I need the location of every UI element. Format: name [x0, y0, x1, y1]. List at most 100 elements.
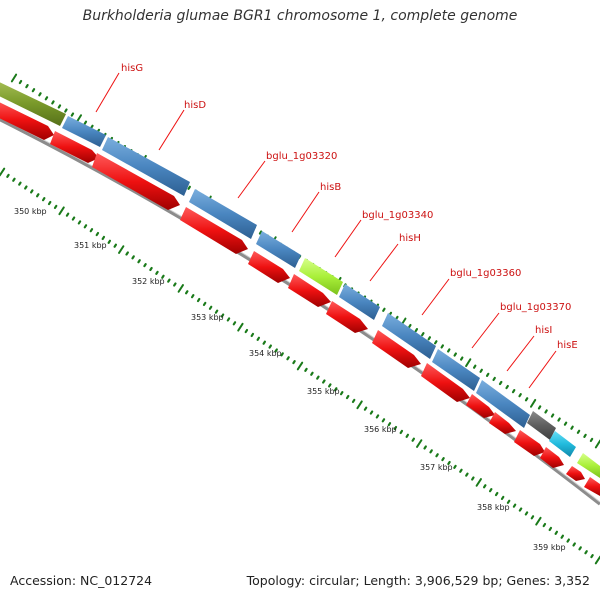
minor-tick [498, 380, 503, 386]
cds-arrow [92, 153, 180, 210]
cds-arrow [288, 274, 331, 307]
accession-text: Accession: NC_012724 [10, 573, 153, 588]
minor-tick [24, 185, 28, 190]
minor-tick [421, 332, 425, 337]
gene-label-bglu-1g03360[interactable]: bglu_1g03360 [450, 268, 521, 279]
minor-tick [435, 453, 439, 458]
minor-tick [18, 79, 23, 85]
gene-callout-lines [95, 72, 557, 389]
minor-tick [131, 255, 135, 260]
gene-label-hisD[interactable]: hisD [184, 100, 206, 111]
gene-labels: hisG hisD bglu_1g03320 hisB bglu_1g03340… [121, 63, 578, 351]
cds-arrow [0, 102, 54, 140]
kbp-label: 350 kbp [14, 207, 47, 216]
gene-label-hisG[interactable]: hisG [121, 63, 143, 74]
minor-tick [408, 323, 412, 329]
minor-tick [590, 554, 594, 559]
minor-tick [488, 488, 493, 493]
minor-tick [560, 534, 564, 539]
cds-arrow [248, 251, 290, 283]
minor-tick [268, 344, 272, 349]
minor-tick [137, 259, 141, 264]
gene-lime-2 [577, 453, 600, 478]
minor-tick [530, 515, 535, 520]
minor-tick [244, 328, 249, 334]
minor-tick [570, 425, 574, 430]
minor-tick [447, 460, 451, 466]
gene-label-bglu-1g03320[interactable]: bglu_1g03320 [266, 151, 337, 162]
minor-tick [584, 550, 588, 555]
minor-tick [471, 476, 475, 481]
major-tick [475, 478, 482, 487]
kbp-label: 353 kbp [191, 313, 224, 322]
minor-tick [256, 336, 261, 341]
minor-tick [345, 394, 350, 400]
minor-tick [566, 538, 570, 543]
minor-tick [250, 332, 255, 338]
minor-tick [107, 239, 112, 244]
cds-arrow [326, 301, 368, 333]
minor-tick [492, 376, 496, 382]
minor-tick [30, 189, 34, 194]
minor-tick [328, 383, 332, 388]
cds-track [0, 102, 600, 496]
minor-tick [395, 315, 399, 321]
minor-tick [524, 397, 529, 402]
minor-tick [77, 220, 82, 225]
minor-tick [83, 120, 88, 125]
minor-tick [258, 230, 263, 235]
gene-hisI-blue [476, 380, 530, 428]
gene-hisE-gray [527, 411, 556, 440]
minor-tick [70, 112, 75, 117]
gene-bglu-1g03370-blue [432, 349, 480, 391]
major-tick [177, 284, 184, 293]
minor-tick [65, 212, 70, 217]
minor-tick [465, 472, 469, 477]
minor-tick [459, 356, 464, 361]
minor-tick [524, 511, 529, 516]
major-tick [529, 398, 537, 408]
minor-tick [494, 491, 499, 497]
minor-tick [405, 433, 410, 438]
minor-tick [550, 413, 555, 418]
minor-tick [71, 216, 76, 221]
minor-tick [505, 384, 509, 390]
gene-label-hisE[interactable]: hisE [557, 340, 578, 351]
gene-label-hisH[interactable]: hisH [399, 233, 421, 244]
minor-tick [143, 263, 147, 268]
minor-tick [149, 266, 153, 272]
minor-tick [202, 301, 207, 307]
major-tick [535, 516, 542, 526]
kbp-scale-labels: 350 kbp 351 kbp 352 kbp 353 kbp 354 kbp … [14, 207, 566, 552]
minor-tick [554, 530, 559, 535]
minor-tick [453, 352, 457, 357]
gene-label-hisB[interactable]: hisB [320, 182, 341, 193]
minor-tick [190, 294, 195, 299]
cds-arrow [180, 207, 248, 254]
minor-tick [31, 88, 36, 93]
gene-hisB-blue [256, 231, 301, 268]
minor-tick [316, 375, 320, 380]
minor-tick [411, 437, 415, 442]
major-tick [58, 206, 65, 216]
minor-tick [286, 356, 290, 361]
minor-tick [57, 104, 62, 109]
major-tick [356, 400, 363, 410]
minor-tick [38, 92, 42, 97]
minor-tick [483, 484, 487, 489]
topology-text: Topology: circular; Length: 3,906,529 bp… [246, 573, 590, 588]
major-tick [237, 322, 244, 332]
minor-tick [369, 410, 374, 415]
minor-tick [187, 185, 191, 190]
gene-bglu-1g03340-lime [299, 258, 343, 295]
minor-tick [51, 100, 55, 105]
cds-arrow [489, 412, 516, 434]
gene-label-hisI[interactable]: hisI [535, 325, 552, 336]
minor-tick [214, 309, 219, 314]
minor-tick [232, 321, 237, 326]
minor-tick [578, 546, 582, 551]
minor-tick [64, 108, 68, 113]
gene-label-bglu-1g03370[interactable]: bglu_1g03370 [500, 302, 571, 313]
minor-tick [310, 371, 314, 376]
gene-label-bglu-1g03340[interactable]: bglu_1g03340 [362, 210, 433, 221]
